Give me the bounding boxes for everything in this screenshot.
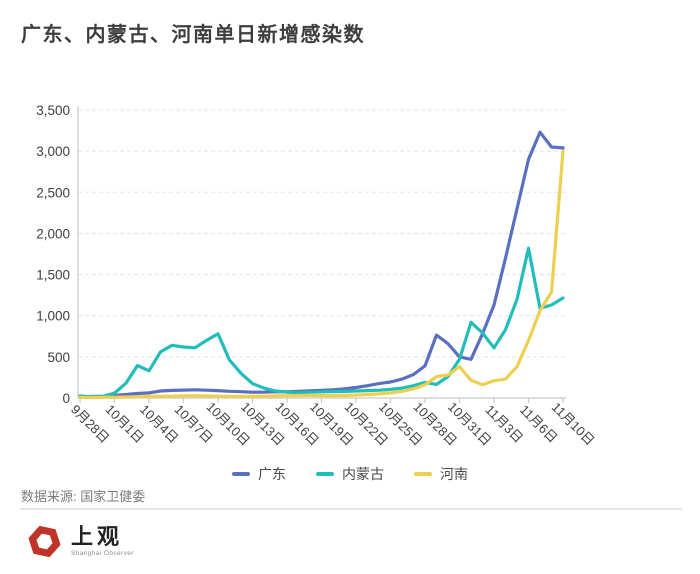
y-axis-labels: 0 500 1,000 1,500 2,000 2,500 3,000 3,500 bbox=[36, 103, 70, 406]
legend-label-henan: 河南 bbox=[440, 466, 468, 482]
axes bbox=[77, 106, 566, 403]
y-tick-label: 0 bbox=[62, 391, 70, 406]
y-tick-label: 500 bbox=[47, 350, 70, 365]
x-tick-label: 11月10日 bbox=[549, 399, 598, 448]
legend-swatch-henan bbox=[414, 472, 432, 476]
series-lines bbox=[78, 130, 565, 400]
legend-swatch-guangdong bbox=[232, 472, 250, 476]
logo-en-text: Shanghai Observer bbox=[71, 549, 134, 557]
x-axis-labels: 9月28日10月1日10月4日10月7日10月10日10月13日10月16日10… bbox=[68, 399, 598, 448]
hexagon-logo-icon bbox=[28, 525, 61, 558]
y-tick-label: 1,000 bbox=[36, 309, 70, 324]
y-tick-label: 1,500 bbox=[36, 268, 70, 283]
y-tick-label: 2,500 bbox=[36, 185, 70, 200]
footer-divider bbox=[20, 508, 682, 510]
y-tick-label: 3,500 bbox=[36, 103, 70, 118]
y-tick-label: 3,000 bbox=[36, 144, 70, 159]
legend-item-neimenggu[interactable]: 内蒙古 bbox=[316, 464, 384, 484]
data-source-note: 数据来源: 国家卫健委 bbox=[21, 489, 146, 504]
series-line-henan bbox=[78, 149, 565, 400]
legend-item-henan[interactable]: 河南 bbox=[414, 464, 468, 484]
series-line-neimenggu bbox=[78, 246, 565, 399]
legend-swatch-neimenggu bbox=[316, 472, 334, 476]
logo-cn-text: 上观 bbox=[71, 523, 124, 550]
y-tick-label: 2,000 bbox=[36, 226, 70, 241]
legend-item-guangdong[interactable]: 广东 bbox=[232, 464, 286, 484]
series-line-guangdong bbox=[78, 130, 565, 399]
line-chart: 0 500 1,000 1,500 2,000 2,500 3,000 3,500 9月28日… bbox=[36, 103, 598, 449]
page-title: 广东、内蒙古、河南单日新增感染数 bbox=[21, 24, 365, 46]
shanghai-observer-logo: 上观 Shanghai Observer bbox=[27, 524, 134, 559]
chart-legend: 广东 内蒙古 河南 bbox=[0, 464, 700, 484]
gridlines bbox=[78, 109, 565, 358]
legend-label-neimenggu: 内蒙古 bbox=[342, 466, 384, 482]
legend-label-guangdong: 广东 bbox=[258, 466, 286, 482]
